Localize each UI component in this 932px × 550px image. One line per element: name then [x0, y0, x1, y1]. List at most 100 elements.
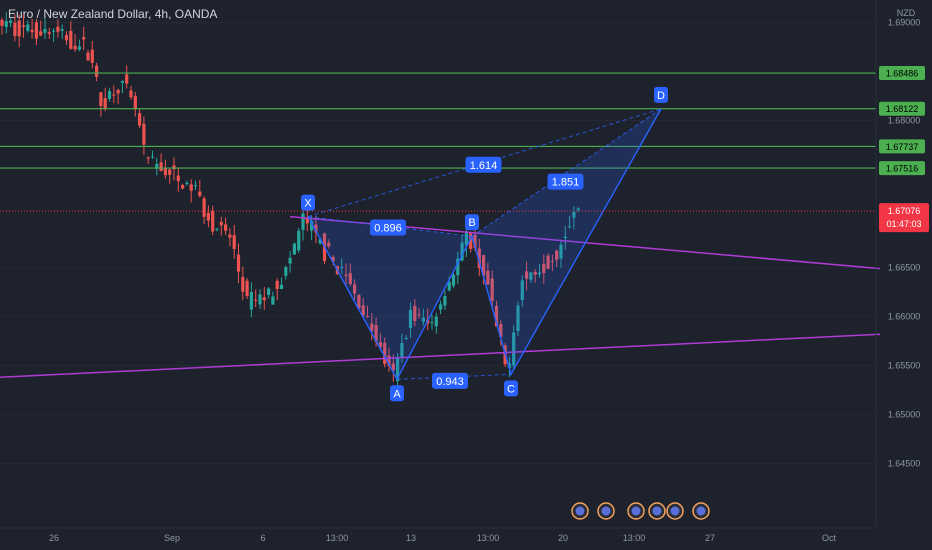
candle — [262, 286, 266, 310]
candle-body — [77, 46, 81, 50]
x-tick-label: 13:00 — [623, 533, 646, 543]
candle — [172, 157, 176, 181]
candle-body — [116, 89, 120, 94]
candle-body — [447, 281, 451, 291]
candle-body — [520, 280, 524, 300]
horizontal-levels[interactable]: 1.68486 1.68122 1.67737 1.67516 — [0, 66, 925, 176]
candle — [520, 275, 524, 308]
candle — [138, 108, 142, 128]
candle-body — [460, 242, 464, 261]
y-tick-label: 1.68000 — [888, 116, 921, 126]
ratio-tag — [465, 156, 502, 173]
candle-body — [125, 74, 129, 84]
x-tick-label: 20 — [558, 533, 568, 543]
candle — [533, 269, 537, 283]
candle-body — [525, 271, 529, 279]
candle-body — [73, 45, 77, 50]
candle — [365, 305, 370, 318]
candle-body — [391, 363, 395, 371]
candle-body — [168, 169, 172, 175]
candle-body — [159, 162, 163, 172]
y-tick-label: 1.66500 — [888, 263, 921, 273]
candle — [26, 20, 30, 33]
candle-body — [378, 342, 382, 348]
candle — [568, 215, 572, 229]
candle-body — [490, 278, 494, 301]
y-tick-label: 1.66000 — [888, 312, 921, 322]
candle — [236, 243, 241, 284]
candle — [34, 19, 38, 46]
candle — [550, 254, 554, 272]
point-tag — [504, 380, 518, 397]
candle-body — [357, 294, 361, 309]
candle-body — [90, 49, 94, 63]
currency-label: NZD — [897, 8, 916, 18]
candle — [314, 215, 318, 244]
candle-body — [120, 80, 124, 83]
candle — [232, 224, 236, 259]
countdown-label: 01:47:03 — [886, 219, 921, 229]
economic-event-icon — [692, 502, 710, 520]
candle-body — [39, 31, 43, 36]
candle — [490, 270, 494, 308]
candle-body — [267, 288, 271, 295]
candle-body — [408, 309, 413, 328]
candle — [9, 17, 13, 28]
candle-body — [202, 198, 206, 217]
candle — [443, 290, 447, 310]
candle — [370, 313, 374, 341]
candle — [228, 227, 232, 247]
candle-body — [456, 258, 460, 276]
candle-body — [107, 91, 112, 99]
harmonic-pattern[interactable]: X A B C D 0.896 0.943 1.614 1.851 — [301, 86, 668, 402]
candle — [198, 180, 202, 198]
candle — [563, 225, 567, 250]
candle-body — [314, 224, 318, 233]
point-label: D — [657, 90, 665, 102]
economic-event-icon — [597, 502, 615, 520]
candle-body — [387, 355, 391, 366]
candle-body — [60, 29, 64, 31]
candle — [340, 258, 344, 274]
event-markers[interactable] — [571, 502, 710, 520]
candle-body — [215, 228, 219, 230]
candle — [64, 31, 69, 45]
candle — [387, 347, 391, 372]
candle-body — [568, 226, 572, 228]
y-tick-label: 1.69000 — [888, 18, 921, 28]
candle-body — [26, 24, 30, 31]
x-tick-label: 13:00 — [326, 533, 349, 543]
level-tag — [879, 66, 925, 81]
candle-body — [181, 185, 185, 189]
candle — [413, 299, 417, 327]
candle-body — [95, 65, 99, 77]
candle — [21, 14, 26, 38]
candle-body — [529, 272, 533, 280]
symbol-title: Euro / New Zealand Dollar, 4h, OANDA — [8, 7, 218, 21]
candle-body — [494, 305, 499, 327]
candle-body — [434, 316, 438, 327]
candle — [421, 308, 425, 326]
candle — [107, 87, 112, 102]
candle — [486, 262, 490, 286]
candle — [116, 88, 120, 105]
candle — [56, 19, 60, 38]
candle-body — [297, 230, 301, 251]
candle — [60, 24, 64, 40]
candle-body — [542, 263, 546, 274]
candle-body — [439, 304, 443, 310]
candle-body — [52, 30, 56, 32]
candle-body — [211, 210, 215, 232]
candle — [555, 249, 559, 268]
candle — [327, 239, 331, 249]
candle — [219, 216, 223, 236]
candle-body — [572, 211, 576, 218]
candle — [159, 153, 163, 172]
candle — [168, 168, 172, 184]
candle — [559, 239, 563, 268]
time-axis: 26 Sep 6 13:00 13 13:00 20 13:00 27 Oct — [0, 527, 876, 543]
candle-body — [228, 234, 232, 238]
candle-body — [86, 52, 90, 61]
level-tag — [879, 161, 925, 176]
